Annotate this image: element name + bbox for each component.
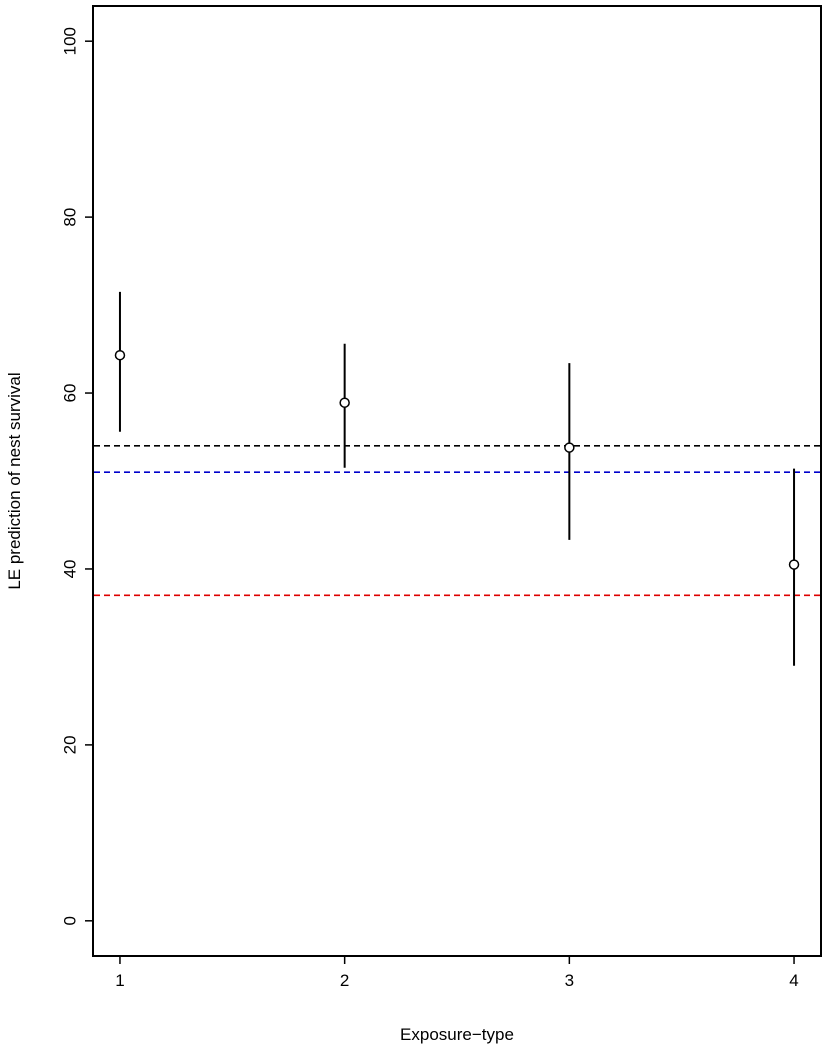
data-point-1 (114, 349, 126, 361)
data-point-3 (564, 442, 575, 453)
x-tick-label-1: 1 (115, 971, 124, 990)
data-points (114, 349, 800, 570)
y-tick-label-6: 100 (61, 27, 80, 55)
y-axis: 0 20 40 60 80 100 (61, 27, 93, 926)
x-tick-label-4: 4 (789, 971, 798, 990)
data-point-4 (788, 559, 800, 570)
y-tick-label-5: 80 (61, 208, 80, 227)
reference-lines (94, 445, 820, 597)
x-axis: 1 2 3 4 (115, 956, 799, 990)
x-tick-label-2: 2 (340, 971, 349, 990)
data-point-2 (339, 397, 350, 408)
y-tick-label-1: 0 (61, 916, 80, 925)
x-tick-label-3: 3 (565, 971, 574, 990)
error-bars (118, 291, 796, 666)
y-tick-label-4: 60 (61, 384, 80, 403)
y-tick-label-2: 20 (61, 735, 80, 754)
y-tick-label-3: 40 (61, 560, 80, 579)
y-axis-label: LE prediction of nest survival (5, 372, 24, 589)
plot-frame (92, 5, 822, 957)
x-axis-label: Exposure−type (400, 1025, 514, 1044)
